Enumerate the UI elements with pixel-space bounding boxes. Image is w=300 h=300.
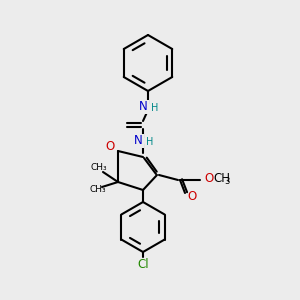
Text: O: O — [106, 140, 115, 154]
Text: N: N — [139, 100, 148, 113]
Text: O: O — [204, 172, 213, 185]
Text: CH₃: CH₃ — [90, 185, 106, 194]
Text: N: N — [134, 134, 143, 148]
Text: O: O — [187, 190, 196, 203]
Text: H: H — [146, 137, 154, 147]
Text: H: H — [151, 103, 159, 113]
Text: 3: 3 — [224, 178, 230, 187]
Text: Cl: Cl — [137, 257, 149, 271]
Text: CH: CH — [213, 172, 230, 185]
Text: CH₃: CH₃ — [91, 164, 107, 172]
